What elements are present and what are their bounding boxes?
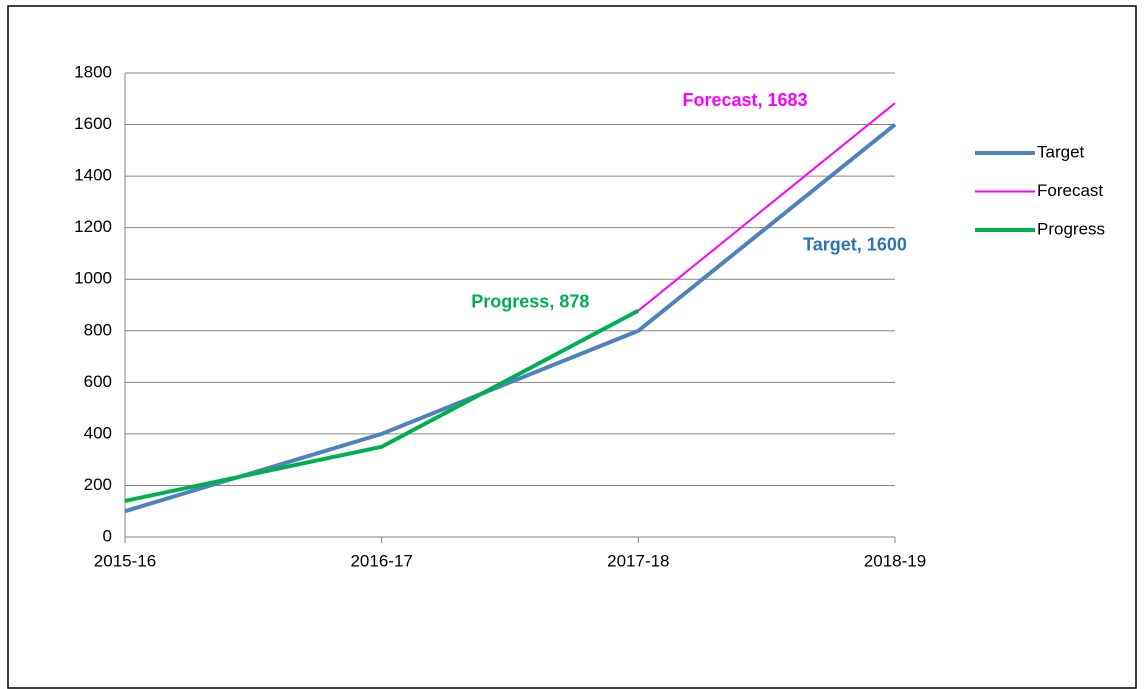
- legend-label: Target: [1037, 142, 1085, 161]
- x-tick-label: 2017-18: [607, 551, 669, 570]
- x-tick-label: 2018-19: [864, 551, 926, 570]
- data-label: Progress, 878: [471, 291, 589, 311]
- series-line: [637, 102, 896, 312]
- legend-label: Progress: [1037, 219, 1105, 238]
- y-tick-label: 200: [84, 475, 112, 494]
- y-tick-label: 400: [84, 423, 112, 442]
- data-label: Forecast, 1683: [682, 90, 807, 110]
- y-tick-label: 800: [84, 320, 112, 339]
- y-tick-label: 1800: [74, 62, 112, 81]
- x-tick-label: 2016-17: [350, 551, 412, 570]
- series-line: [124, 308, 640, 503]
- y-tick-label: 0: [103, 526, 112, 545]
- y-tick-label: 1200: [74, 217, 112, 236]
- y-tick-label: 1600: [74, 114, 112, 133]
- y-tick-label: 600: [84, 372, 112, 391]
- data-label: Target, 1600: [803, 234, 907, 254]
- y-tick-label: 1000: [74, 269, 112, 288]
- legend-label: Forecast: [1037, 181, 1103, 200]
- y-tick-label: 1400: [74, 166, 112, 185]
- x-tick-label: 2015-16: [94, 551, 156, 570]
